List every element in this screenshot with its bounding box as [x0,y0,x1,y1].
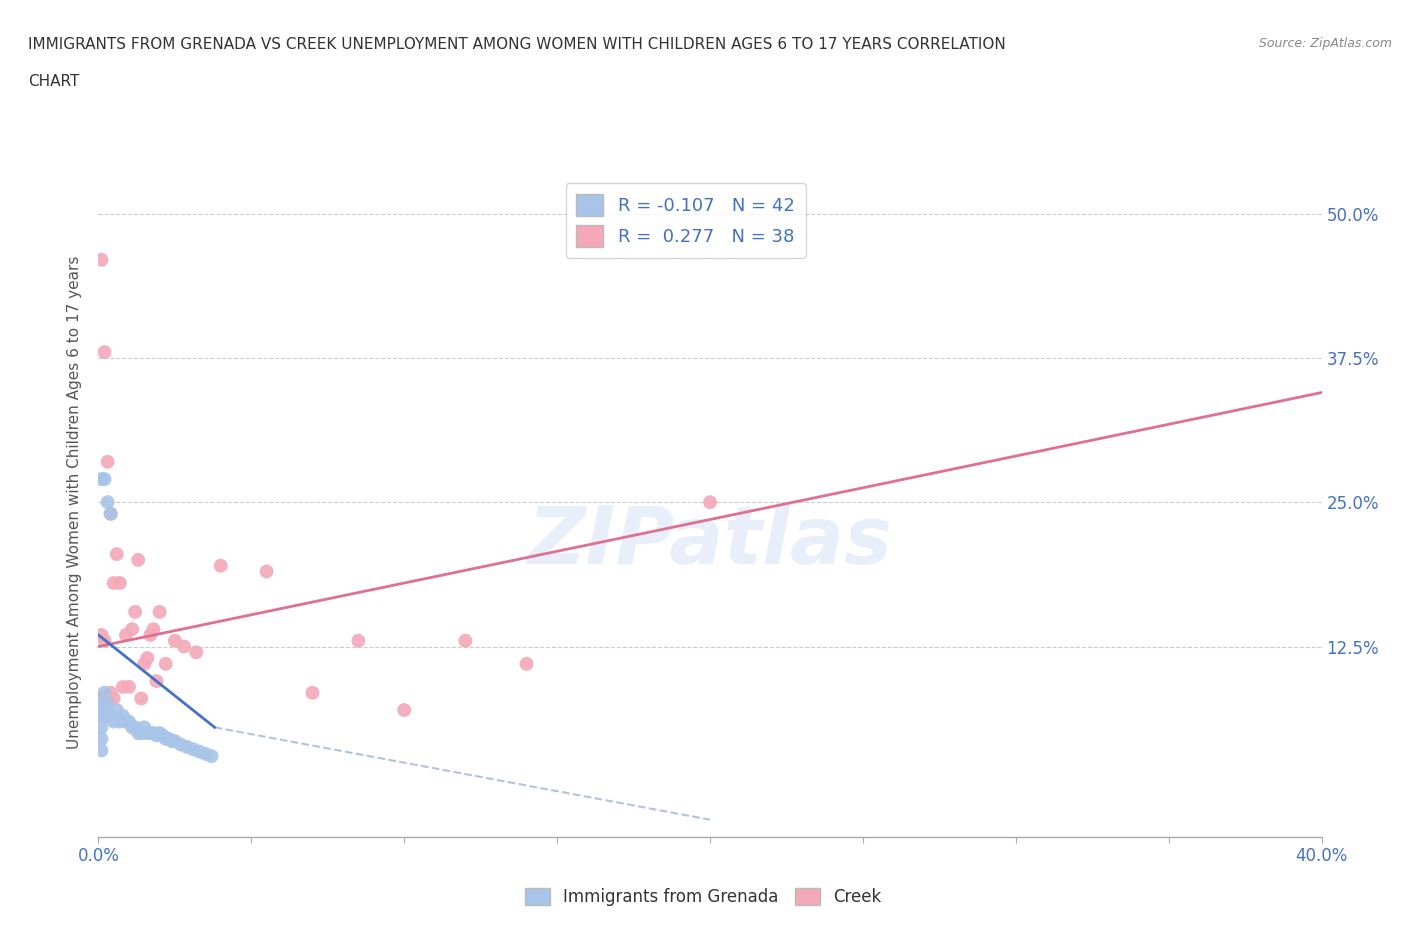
Point [111,709,134,724]
Point [145,728,167,743]
Point [97,691,120,706]
Point [100,506,122,521]
Point [139,628,162,643]
Point [200,749,222,764]
Point [142,725,165,740]
Point [170,737,193,752]
Point [90,691,112,706]
Text: CHART: CHART [28,74,80,89]
Point [392,702,416,717]
Point [127,552,149,567]
Point [97,709,120,724]
Point [103,714,125,729]
Point [93,709,115,724]
Point [181,742,204,757]
Point [105,702,128,717]
Point [347,633,370,648]
Point [121,720,143,735]
Point [136,725,159,740]
Point [90,628,112,643]
Point [103,576,125,591]
Legend: Immigrants from Grenada, Creek: Immigrants from Grenada, Creek [517,881,889,912]
Point [93,697,115,711]
Point [127,725,149,740]
Point [256,564,278,578]
Y-axis label: Unemployment Among Women with Children Ages 6 to 17 years: Unemployment Among Women with Children A… [67,256,83,749]
Point [97,455,120,470]
Point [194,747,217,762]
Point [155,731,177,746]
Point [100,506,122,521]
Point [90,472,112,486]
Point [454,633,477,648]
Point [93,345,115,360]
Point [139,725,162,740]
Text: IMMIGRANTS FROM GRENADA VS CREEK UNEMPLOYMENT AMONG WOMEN WITH CHILDREN AGES 6 T: IMMIGRANTS FROM GRENADA VS CREEK UNEMPLO… [28,37,1005,52]
Point [149,725,172,740]
Point [301,685,323,700]
Point [145,673,167,688]
Point [173,639,195,654]
Point [118,680,141,695]
Point [186,644,208,659]
Point [118,714,141,729]
Point [516,657,538,671]
Point [90,720,112,735]
Point [111,680,134,695]
Point [176,739,198,754]
Point [129,725,152,740]
Point [163,734,186,749]
Point [93,472,115,486]
Text: ZIPatlas: ZIPatlas [527,503,893,581]
Point [115,628,138,643]
Point [105,547,128,562]
Point [90,697,112,711]
Point [129,691,152,706]
Point [188,744,211,759]
Point [90,709,112,724]
Point [142,622,165,637]
Point [93,633,115,648]
Point [100,709,122,724]
Point [108,576,131,591]
Point [93,685,115,700]
Point [90,252,112,267]
Point [209,558,232,573]
Text: Source: ZipAtlas.com: Source: ZipAtlas.com [1258,37,1392,50]
Point [136,651,159,666]
Point [149,604,172,619]
Point [97,697,120,711]
Point [160,734,183,749]
Point [121,622,143,637]
Point [115,714,138,729]
Point [152,728,174,743]
Point [124,720,146,735]
Point [155,657,177,671]
Point [90,743,112,758]
Point [100,685,122,700]
Point [90,731,112,746]
Point [134,657,156,671]
Point [108,714,131,729]
Point [163,633,186,648]
Legend: R = -0.107   N = 42, R =  0.277   N = 38: R = -0.107 N = 42, R = 0.277 N = 38 [565,183,806,258]
Point [103,691,125,706]
Point [124,604,146,619]
Point [134,720,156,735]
Point [699,495,721,510]
Point [97,495,120,510]
Point [157,731,180,746]
